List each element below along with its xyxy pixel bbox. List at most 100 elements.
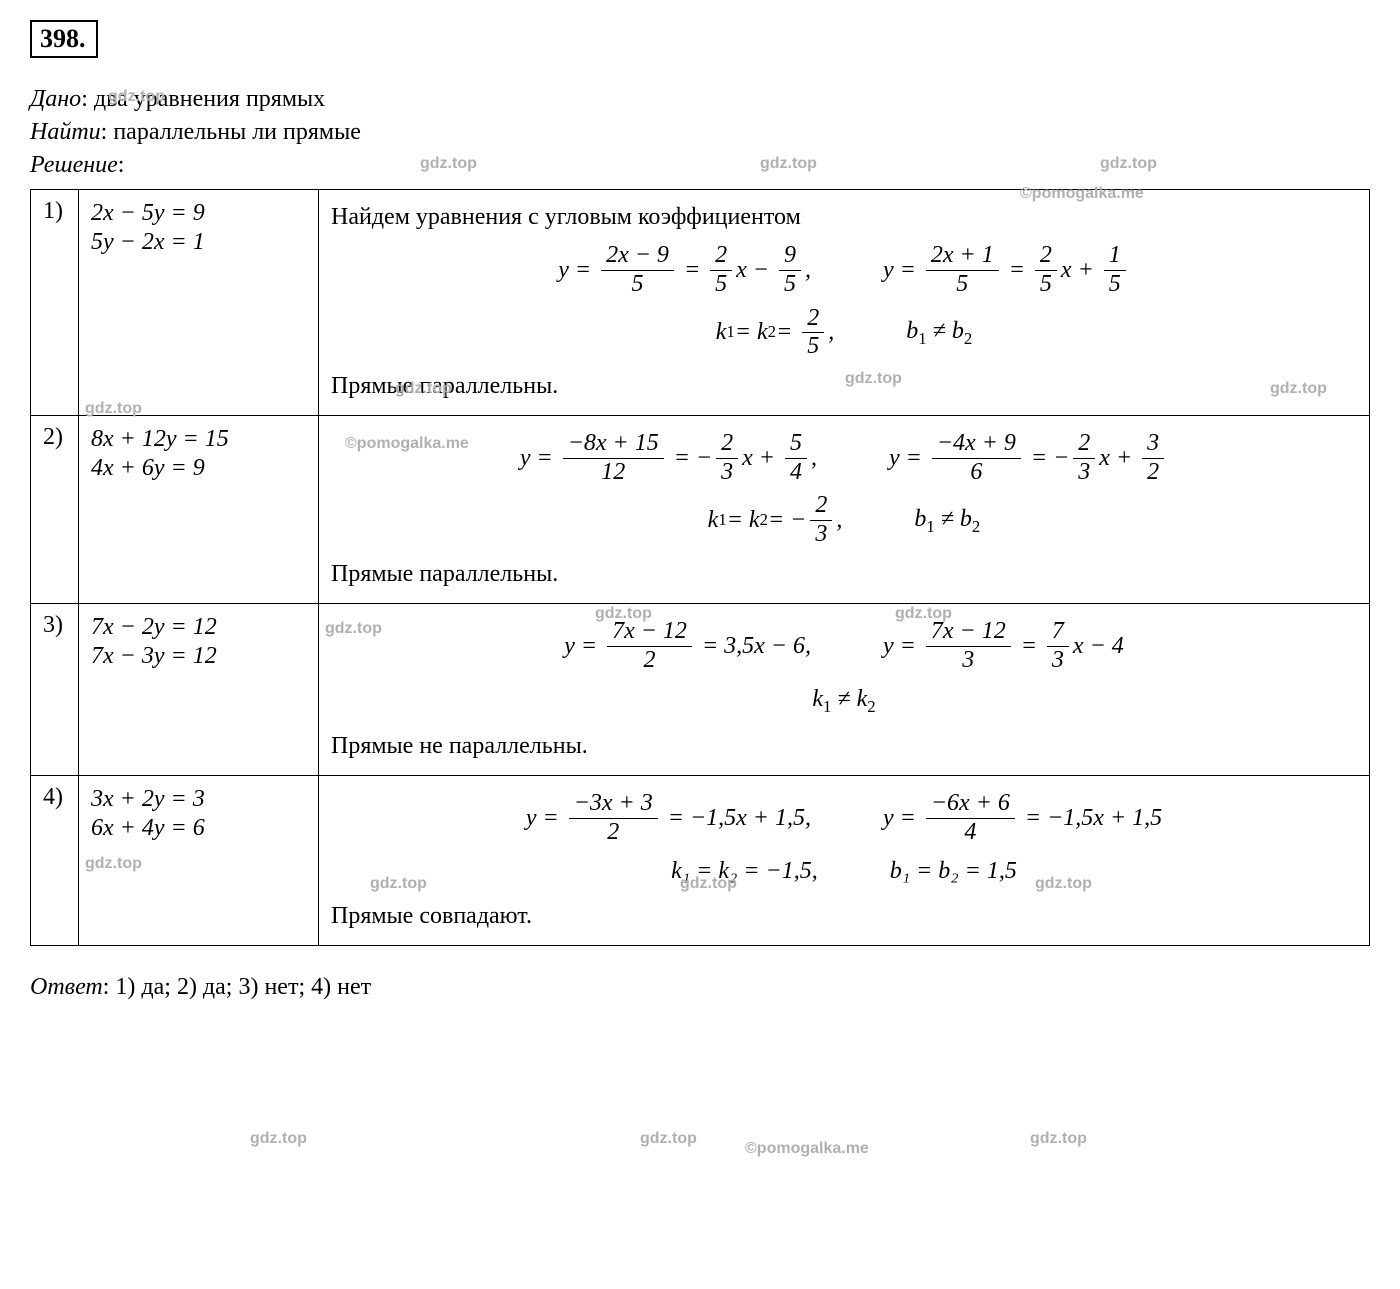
frac-den: 2 [602,819,624,847]
b-relation: b1 ≠ b2 [914,506,980,532]
frac-num: 2 [802,305,824,334]
conclusion: Прямые параллельны. [331,555,1357,593]
frac-den: 5 [1035,271,1057,299]
frac-num: 1 [1104,242,1126,271]
frac-den: 2 [1142,459,1164,487]
row-solution: Найдем уравнения с угловым коэффициентом… [319,190,1370,416]
frac-num: 3 [1142,430,1164,459]
given-text: : два уравнения прямых [81,86,325,112]
row-index: 2) [31,416,79,604]
solution-line: Решение: [30,152,1370,179]
frac-den: 3 [1073,459,1095,487]
answer-line: Ответ: 1) да; 2) да; 3) нет; 4) нет [30,974,1370,1001]
frac-num: 2 [716,430,738,459]
row-solution: y = −3x + 32 = −1,5x + 1,5, y = −6x + 64… [319,776,1370,946]
frac-den: 5 [627,271,649,299]
equation: 5y − 2x = 1 [91,229,306,256]
find-text: : параллельны ли прямые [101,119,361,145]
frac-num: 7 [1047,618,1069,647]
row-index: 1) [31,190,79,416]
equation: 4x + 6y = 9 [91,455,306,482]
frac-num: 2 [1035,242,1057,271]
frac-num: 7x − 12 [607,618,692,647]
frac-num: −6x + 6 [926,790,1015,819]
expr: 3,5x − 6 [724,627,805,665]
row-solution: y = −8x + 1512 = − 23 x + 54 , y = −4x +… [319,416,1370,604]
expr: x − 4 [1073,627,1124,665]
equation: 2x − 5y = 9 [91,200,306,227]
find-line: Найти: параллельны ли прямые [30,119,1370,146]
derivation: y = −8x + 1512 = − 23 x + 54 , y = −4x +… [331,430,1357,486]
frac-den: 3 [1047,647,1069,675]
table-row: 3) 7x − 2y = 12 7x − 3y = 12 y = 7x − 12… [31,603,1370,775]
frac-num: −4x + 9 [932,430,1021,459]
solution-colon: : [118,152,125,178]
table-row: 1) 2x − 5y = 9 5y − 2x = 1 Найдем уравне… [31,190,1370,416]
row-index: 4) [31,776,79,946]
watermark-gdz: gdz.top [1030,1130,1087,1148]
frac-num: 2x − 9 [601,242,674,271]
row-equations: 3x + 2y = 3 6x + 4y = 6 [79,776,319,946]
given-label: Дано [30,86,81,112]
equation: 7x − 2y = 12 [91,614,306,641]
row-equations: 2x − 5y = 9 5y − 2x = 1 [79,190,319,416]
solution-table: 1) 2x − 5y = 9 5y − 2x = 1 Найдем уравне… [30,189,1370,946]
frac-den: 5 [779,271,801,299]
k-line: k1 ≠ k2 [331,680,1357,721]
frac-den: 12 [596,459,630,487]
conclusion: Прямые не параллельны. [331,727,1357,765]
given-line: Дано: два уравнения прямых [30,86,1370,113]
derivation: y = 7x − 122 = 3,5x − 6, y = 7x − 123 = … [331,618,1357,674]
frac-den: 3 [957,647,979,675]
row-solution: y = 7x − 122 = 3,5x − 6, y = 7x − 123 = … [319,603,1370,775]
equation: 7x − 3y = 12 [91,643,306,670]
table-row: 4) 3x + 2y = 3 6x + 4y = 6 y = −3x + 32 … [31,776,1370,946]
row-equations: 7x − 2y = 12 7x − 3y = 12 [79,603,319,775]
frac-num: 9 [779,242,801,271]
frac-den: 5 [951,271,973,299]
frac-num: 2x + 1 [926,242,999,271]
frac-den: 5 [802,333,824,361]
frac-den: 4 [959,819,981,847]
equation: 6x + 4y = 6 [91,815,306,842]
frac-num: 2 [710,242,732,271]
answer-label: Ответ [30,974,103,1000]
row-equations: 8x + 12y = 15 4x + 6y = 9 [79,416,319,604]
find-label: Найти [30,119,101,145]
answer-text: : 1) да; 2) да; 3) нет; 4) нет [103,974,371,1000]
k-b-line: k₁ = k₂ = −1,5, b₁ = b₂ = 1,5 [331,852,1357,890]
k-b-line: k1 = k2 = − 23 , b1 ≠ b2 [331,492,1357,548]
expr: −1,5x + 1,5 [690,799,805,837]
frac-num: −8x + 15 [563,430,664,459]
frac-num: 2 [1073,430,1095,459]
frac-den: 5 [1104,271,1126,299]
frac-den: 6 [965,459,987,487]
solution-label: Решение [30,152,118,178]
b-relation: b1 ≠ b2 [906,318,972,344]
watermark-gdz: gdz.top [640,1130,697,1148]
frac-den: 5 [710,271,732,299]
frac-num: 2 [810,492,832,521]
k-relation: k₁ = k₂ = −1,5, [671,858,818,884]
frac-den: 3 [716,459,738,487]
row-index: 3) [31,603,79,775]
derivation: y = −3x + 32 = −1,5x + 1,5, y = −6x + 64… [331,790,1357,846]
intro-text: Найдем уравнения с угловым коэффициентом [331,198,1357,236]
equation: 8x + 12y = 15 [91,426,306,453]
derivation: y = 2x − 95 = 25 x − 95 , y = 2x + 15 = … [331,242,1357,298]
frac-den: 4 [785,459,807,487]
expr: −1,5x + 1,5 [1047,799,1162,837]
conclusion: Прямые совпадают. [331,897,1357,935]
problem-number: 398. [30,20,98,58]
frac-den: 3 [810,521,832,549]
frac-num: 5 [785,430,807,459]
equation: 3x + 2y = 3 [91,786,306,813]
table-row: 2) 8x + 12y = 15 4x + 6y = 9 y = −8x + 1… [31,416,1370,604]
conclusion: Прямые параллельны. [331,367,1357,405]
frac-den: 2 [639,647,661,675]
frac-num: 7x − 12 [926,618,1011,647]
b-relation: b₁ = b₂ = 1,5 [890,858,1017,884]
watermark-gdz: gdz.top [250,1130,307,1148]
k-b-line: k1 = k2 = 25 , b1 ≠ b2 [331,305,1357,361]
watermark-pomogalka: ©pomogalka.me [745,1140,869,1158]
